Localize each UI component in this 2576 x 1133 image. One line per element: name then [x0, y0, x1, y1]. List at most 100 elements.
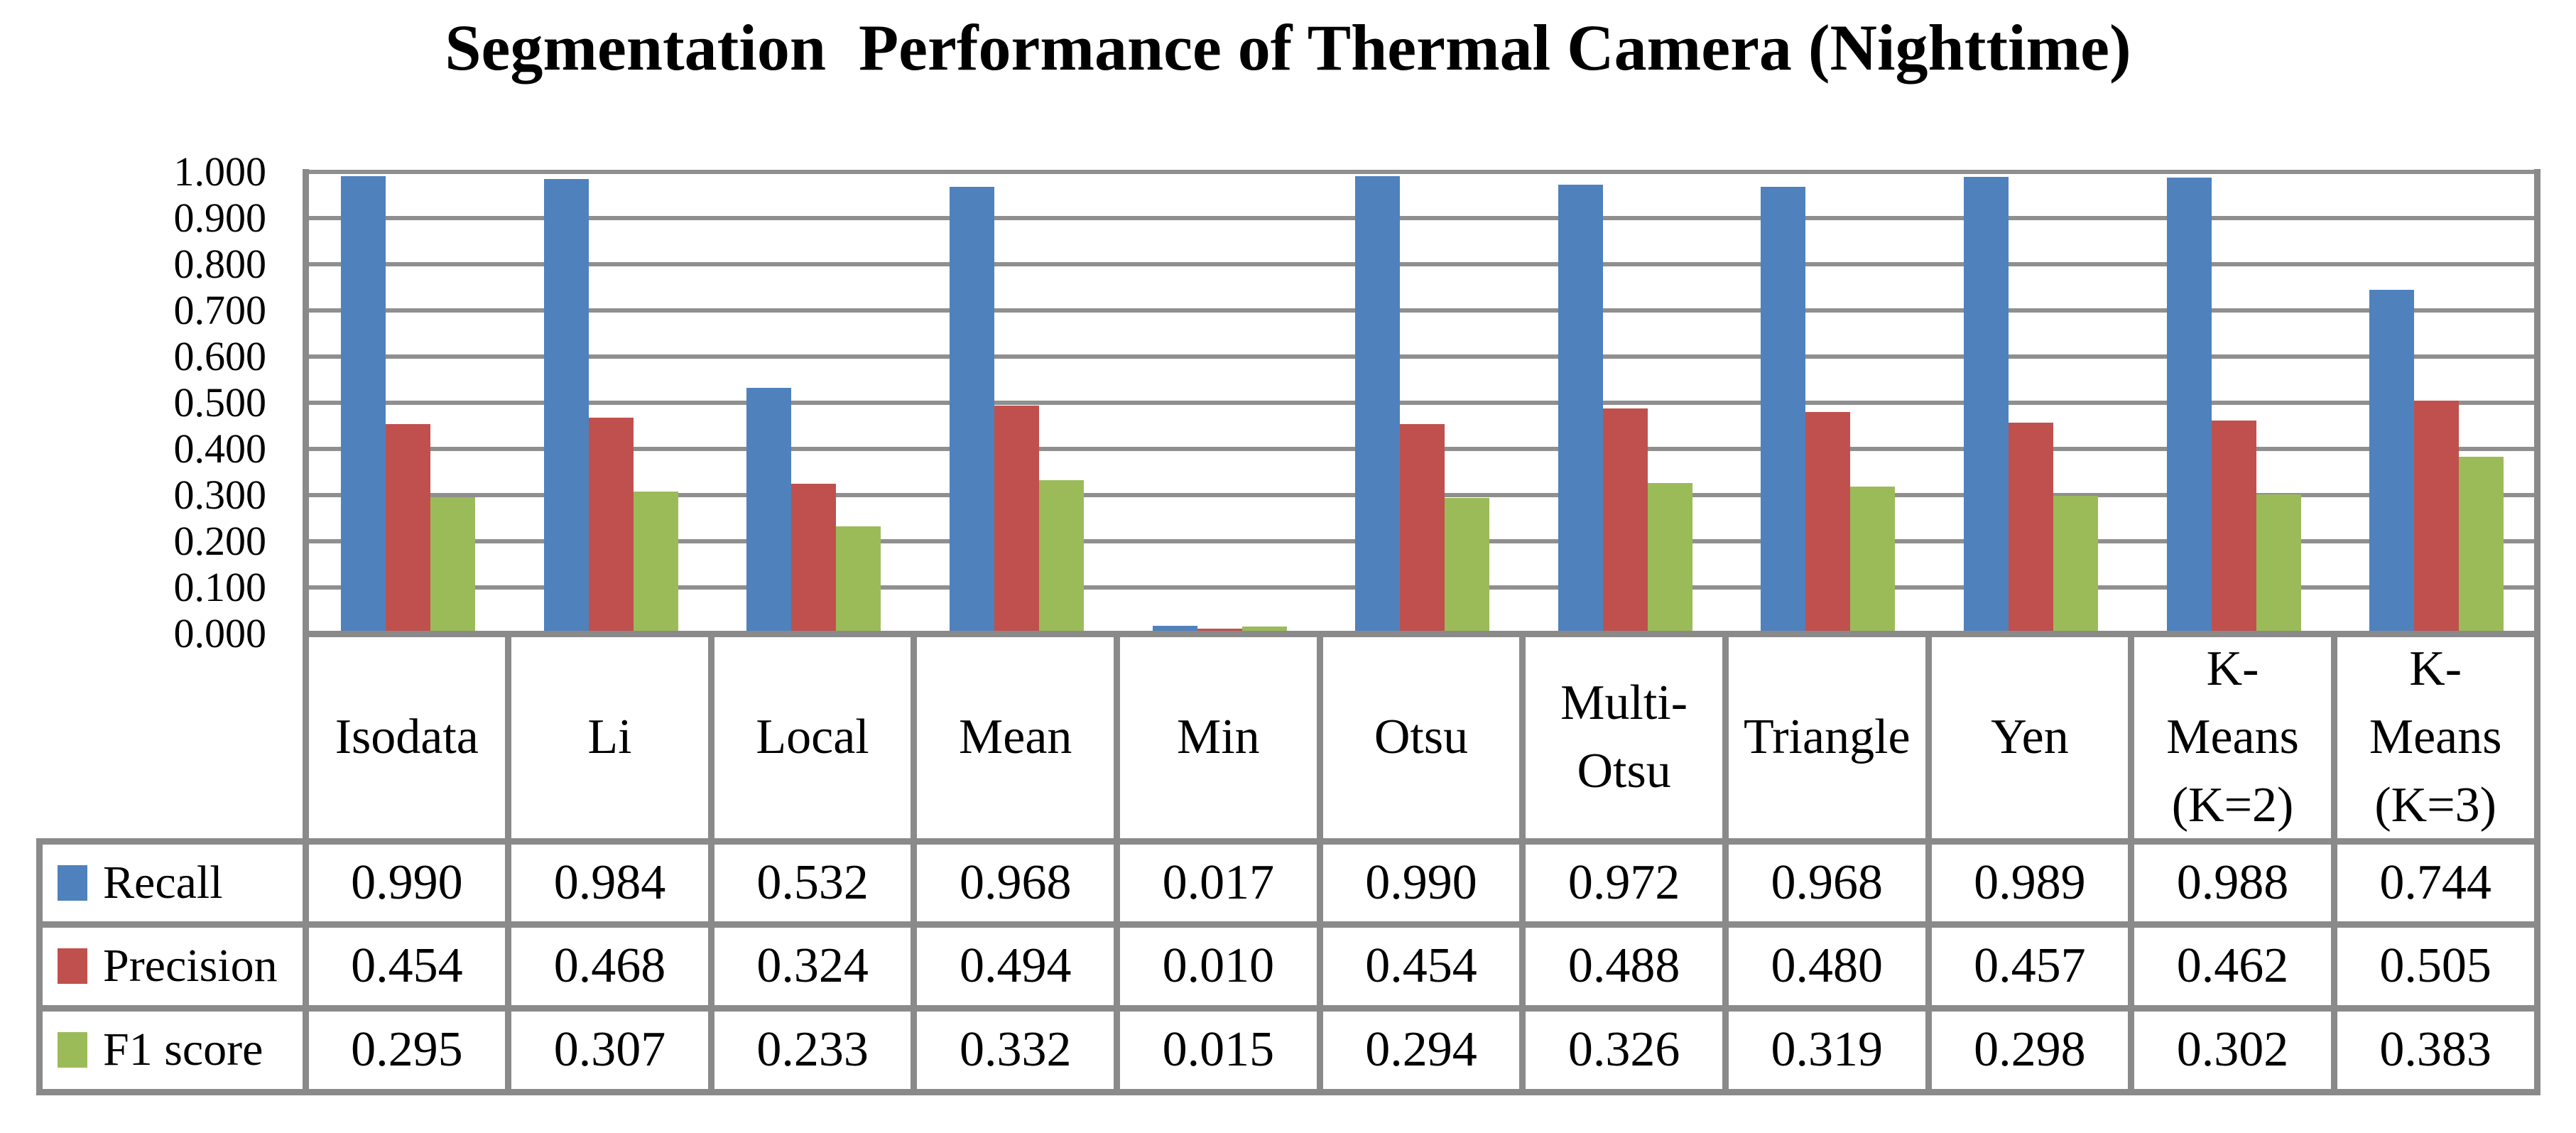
table-row-border — [36, 1004, 2540, 1012]
gridline-1.0 — [305, 170, 2537, 174]
value-precision-k-means-k-3: 0.505 — [2379, 938, 2491, 994]
y-axis-tick-label: 0.700 — [173, 287, 267, 333]
bar-precision-otsu — [1400, 424, 1445, 634]
category-label-line: Isodata — [335, 710, 479, 764]
column-divider — [1519, 630, 1526, 1095]
table-top-border — [36, 837, 2540, 845]
bar-precision-mean — [994, 406, 1039, 634]
bar-precision-li — [588, 418, 634, 634]
table-left-border — [36, 837, 43, 1095]
y-axis-tick-label: 0.200 — [173, 518, 267, 564]
value-f1-score-triangle: 0.319 — [1771, 1022, 1884, 1078]
bar-precision-yen — [2009, 423, 2054, 634]
value-recall-triangle: 0.968 — [1771, 855, 1884, 910]
value-f1-score-li: 0.307 — [553, 1022, 666, 1078]
value-recall-isodata: 0.990 — [351, 855, 463, 910]
y-axis-tick-label: 0.800 — [173, 241, 267, 287]
y-axis-tick-label: 0.400 — [173, 425, 267, 472]
bar-f1-score-mean — [1038, 480, 1084, 634]
column-divider — [2330, 630, 2337, 1095]
value-f1-score-otsu: 0.294 — [1365, 1022, 1477, 1078]
value-precision-mean: 0.494 — [959, 938, 1072, 994]
value-recall-multi-otsu: 0.972 — [1567, 855, 1680, 910]
value-precision-local: 0.324 — [756, 938, 869, 994]
gridline-0.8 — [305, 262, 2537, 266]
column-divider — [911, 630, 918, 1095]
legend-swatch-recall — [58, 864, 87, 901]
category-label-isodata: Isodata — [305, 634, 509, 841]
value-recall-local: 0.532 — [756, 855, 869, 910]
value-precision-multi-otsu: 0.488 — [1567, 938, 1680, 994]
y-axis-tick-label: 1.000 — [173, 148, 267, 195]
legend-recall: Recall — [39, 841, 305, 925]
value-f1-score-local: 0.233 — [756, 1022, 869, 1078]
bar-f1-score-otsu — [1445, 498, 1490, 634]
value-recall-min: 0.017 — [1162, 855, 1275, 910]
category-label-line: Means — [2369, 710, 2502, 764]
legend-precision: Precision — [39, 925, 305, 1009]
category-label-line: Li — [587, 710, 632, 764]
bar-recall-multi-otsu — [1558, 185, 1603, 634]
category-label-line: Mean — [959, 710, 1072, 764]
value-recall-li: 0.984 — [553, 855, 666, 910]
value-precision-isodata: 0.454 — [351, 938, 463, 994]
y-axis-tick-label: 0.000 — [173, 610, 267, 656]
category-label-line: Min — [1176, 710, 1260, 764]
plot-right-border — [2533, 168, 2540, 1095]
bar-f1-score-isodata — [430, 497, 475, 634]
bar-recall-mean — [949, 187, 994, 634]
y-axis-tick-label: 0.600 — [173, 333, 267, 379]
value-f1-score-k-means-k-2: 0.302 — [2176, 1022, 2289, 1078]
bar-precision-k-means-k-2 — [2211, 421, 2256, 634]
column-divider — [1925, 630, 1932, 1095]
category-label-min: Min — [1117, 634, 1320, 841]
bar-f1-score-k-means-k-3 — [2459, 457, 2504, 634]
value-f1-score-yen: 0.298 — [1974, 1022, 2086, 1078]
legend-label-precision: Precision — [103, 940, 278, 992]
value-f1-score-multi-otsu: 0.326 — [1567, 1022, 1680, 1078]
value-f1-score-k-means-k-3: 0.383 — [2379, 1022, 2491, 1078]
category-label-line: K- — [2409, 641, 2462, 696]
column-divider — [1722, 630, 1729, 1095]
category-label-yen: Yen — [1928, 634, 2131, 841]
bar-recall-li — [543, 179, 589, 634]
y-axis-tick-label: 0.100 — [173, 564, 267, 610]
bar-recall-k-means-k-3 — [2369, 290, 2415, 634]
bar-precision-k-means-k-3 — [2414, 401, 2460, 634]
bar-f1-score-li — [633, 492, 678, 634]
x-axis-baseline — [302, 630, 2540, 637]
bar-recall-isodata — [341, 176, 386, 634]
y-axis-tick-label: 0.300 — [173, 472, 267, 518]
category-label-line: Yen — [1991, 710, 2069, 764]
y-axis-line — [302, 168, 309, 1095]
bar-recall-yen — [1964, 177, 2009, 634]
value-recall-mean: 0.968 — [959, 855, 1072, 910]
gridline-0.5 — [305, 401, 2537, 405]
table-row-border — [36, 921, 2540, 928]
column-divider — [707, 630, 714, 1095]
bar-f1-score-multi-otsu — [1647, 483, 1692, 634]
bar-recall-otsu — [1355, 176, 1401, 634]
bar-f1-score-yen — [2053, 496, 2099, 634]
category-label-mean: Mean — [914, 634, 1117, 841]
legend-label-f1-score: F1 score — [103, 1024, 263, 1076]
category-label-line: (K=3) — [2374, 778, 2496, 833]
category-label-line: K- — [2206, 641, 2259, 696]
value-precision-yen: 0.457 — [1974, 938, 2086, 994]
value-precision-triangle: 0.480 — [1771, 938, 1884, 994]
column-divider — [1316, 630, 1323, 1095]
category-label-line: Means — [2166, 710, 2299, 764]
category-label-otsu: Otsu — [1320, 634, 1523, 841]
bar-recall-local — [746, 388, 792, 634]
category-label-li: Li — [509, 634, 712, 841]
value-f1-score-mean: 0.332 — [959, 1022, 1072, 1078]
column-divider — [2128, 630, 2135, 1095]
bar-precision-multi-otsu — [1602, 408, 1648, 634]
category-label-multi-otsu: Multi- Otsu — [1523, 634, 1726, 841]
category-label-k-means-k-2: K- Means (K=2) — [2131, 634, 2335, 841]
table-bottom-border — [36, 1088, 2540, 1095]
column-divider — [505, 630, 512, 1095]
legend-swatch-precision — [58, 948, 87, 985]
bar-precision-triangle — [1805, 412, 1851, 634]
category-label-line: (K=2) — [2171, 778, 2294, 833]
